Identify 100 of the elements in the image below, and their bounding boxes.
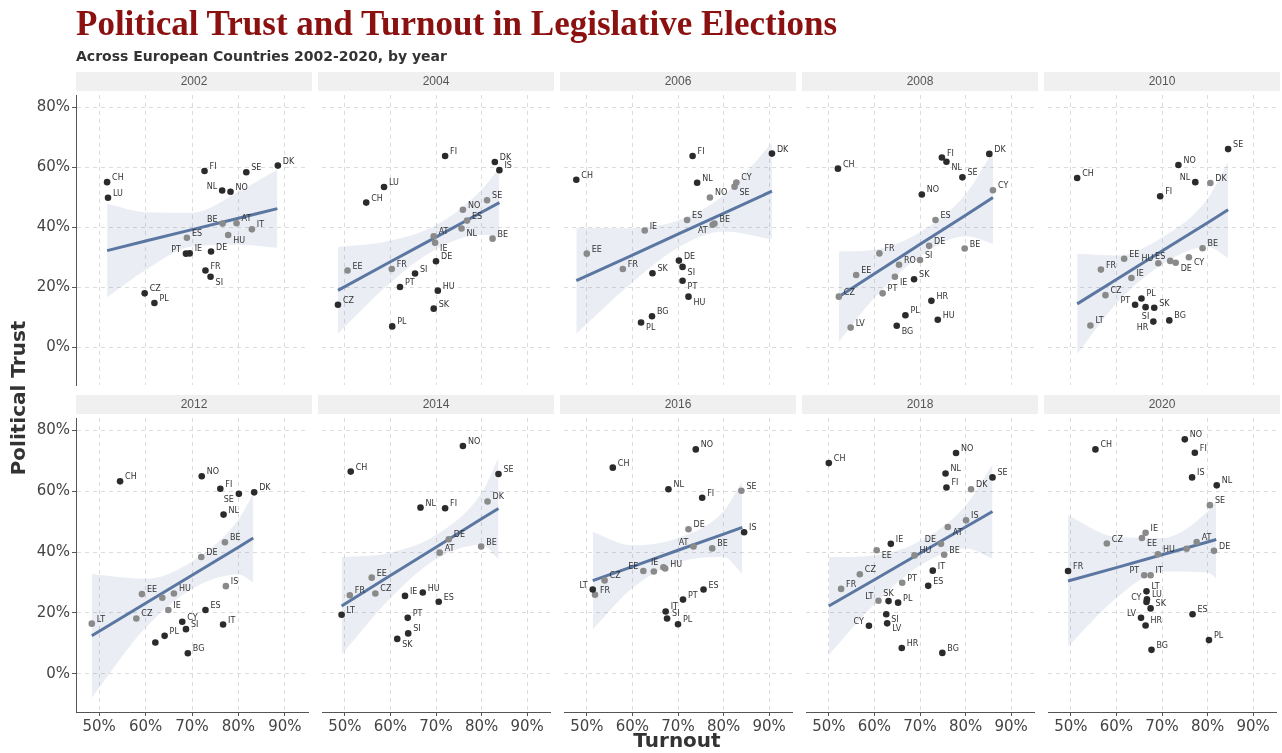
data-label: PT	[887, 284, 898, 294]
data-label: DK	[259, 483, 272, 493]
data-label: IE	[409, 586, 418, 596]
data-label: FR	[600, 585, 611, 595]
data-label: EE	[591, 244, 602, 254]
data-label: NO	[700, 440, 714, 450]
data-label: BE	[719, 214, 731, 224]
data-label: LU	[113, 188, 124, 198]
x-tick-label: 50%	[328, 716, 362, 735]
data-label: IE	[1136, 269, 1144, 279]
x-tick-label: 80%	[464, 716, 499, 735]
data-label: HR	[1136, 322, 1149, 332]
data-label: FR	[627, 260, 639, 269]
data-label: BE	[207, 214, 218, 224]
y-tick-label: 60%	[36, 157, 70, 176]
x-tick-label: 90%	[268, 716, 302, 735]
data-label: SK	[883, 589, 895, 599]
data-label: PT	[1120, 295, 1131, 305]
data-label: DE	[683, 251, 696, 261]
data-label: BG	[657, 307, 669, 317]
data-label: IS	[504, 161, 512, 171]
y-tick-label: 0%	[46, 663, 70, 682]
data-label: SE	[503, 465, 514, 475]
x-tick-label: 90%	[1236, 716, 1270, 735]
data-label: LV	[1126, 608, 1137, 618]
data-label: CZ	[864, 565, 877, 575]
data-label: PT	[412, 608, 423, 618]
data-label: SI	[420, 264, 428, 274]
data-label: SK	[1159, 298, 1171, 308]
data-label: HU	[442, 281, 455, 291]
data-label: SE	[251, 163, 262, 173]
data-label: FI	[707, 488, 715, 498]
data-label: SI	[687, 267, 695, 277]
chart-title: 2018	[802, 395, 1038, 414]
data-label: CZ	[609, 571, 622, 581]
data-label: BE	[497, 229, 509, 239]
data-label: NL	[673, 480, 685, 490]
data-label: FR	[1073, 561, 1084, 571]
data-label: HU	[1162, 545, 1175, 555]
chart-title: 2006	[560, 72, 796, 91]
data-label: PL	[159, 293, 170, 303]
data-label: CH	[1100, 440, 1113, 450]
data-label: CH	[1082, 168, 1094, 178]
data-label: SK	[1155, 599, 1167, 609]
x-tick-label: 50%	[1054, 716, 1088, 735]
data-label: DE	[693, 520, 705, 530]
data-label: LU	[1151, 590, 1163, 600]
chart-title: 2020	[1044, 395, 1280, 414]
data-label: ES	[1197, 605, 1208, 615]
data-label: BE	[949, 545, 960, 555]
data-label: PT	[688, 590, 698, 600]
data-label: EE	[1146, 539, 1158, 549]
data-label: FI	[951, 478, 959, 488]
y-tick-label: 40%	[36, 217, 70, 236]
data-label: CZ	[342, 295, 355, 305]
data-label: CY	[997, 181, 1009, 191]
data-label: DK	[492, 492, 505, 502]
data-label: IE	[899, 277, 908, 287]
data-label: DE	[206, 547, 218, 557]
data-label: FI	[1165, 187, 1173, 197]
data-label: SE	[739, 187, 750, 197]
data-label: NO	[467, 437, 481, 447]
y-tick-label: 20%	[36, 277, 70, 296]
data-label: CZ	[380, 584, 392, 594]
data-label: DE	[441, 252, 453, 262]
data-label: BE	[969, 239, 981, 249]
data-label: EE	[146, 585, 157, 595]
data-label: CY	[1193, 258, 1205, 268]
data-label: NL	[425, 498, 437, 508]
data-label: CZ	[1111, 534, 1124, 544]
x-tick-label: 80%	[221, 716, 256, 735]
data-label: IE	[895, 534, 904, 544]
data-label: FR	[884, 244, 896, 254]
data-label: NL	[1221, 476, 1233, 486]
data-label: DE	[1218, 541, 1231, 551]
data-label: CY	[1131, 593, 1142, 603]
data-label: CH	[112, 173, 124, 183]
data-label: IS	[230, 577, 239, 587]
data-label: IE	[194, 244, 203, 254]
data-label: PT	[1129, 566, 1140, 576]
data-label: CH	[617, 458, 630, 468]
data-label: SI	[1141, 312, 1150, 322]
text: Across European Countries 2002-2020, by year	[76, 48, 447, 64]
data-label: CZ	[141, 609, 153, 619]
x-tick-label: 70%	[175, 716, 209, 735]
data-label: IS	[1197, 468, 1205, 478]
data-label: CZ	[149, 284, 162, 294]
data-label: NO	[714, 188, 728, 198]
data-label: AT	[241, 214, 252, 224]
data-label: BE	[229, 533, 241, 543]
data-label: FR	[210, 261, 222, 271]
chart-title: 2016	[560, 395, 796, 414]
data-label: SE	[967, 168, 978, 178]
data-label: CY	[853, 616, 865, 626]
data-label: ES	[940, 211, 951, 221]
data-label: IE	[173, 600, 181, 610]
data-label: LV	[892, 624, 902, 634]
data-label: LU	[389, 177, 400, 187]
data-label: IS	[971, 511, 979, 521]
data-label: NL	[228, 505, 240, 515]
